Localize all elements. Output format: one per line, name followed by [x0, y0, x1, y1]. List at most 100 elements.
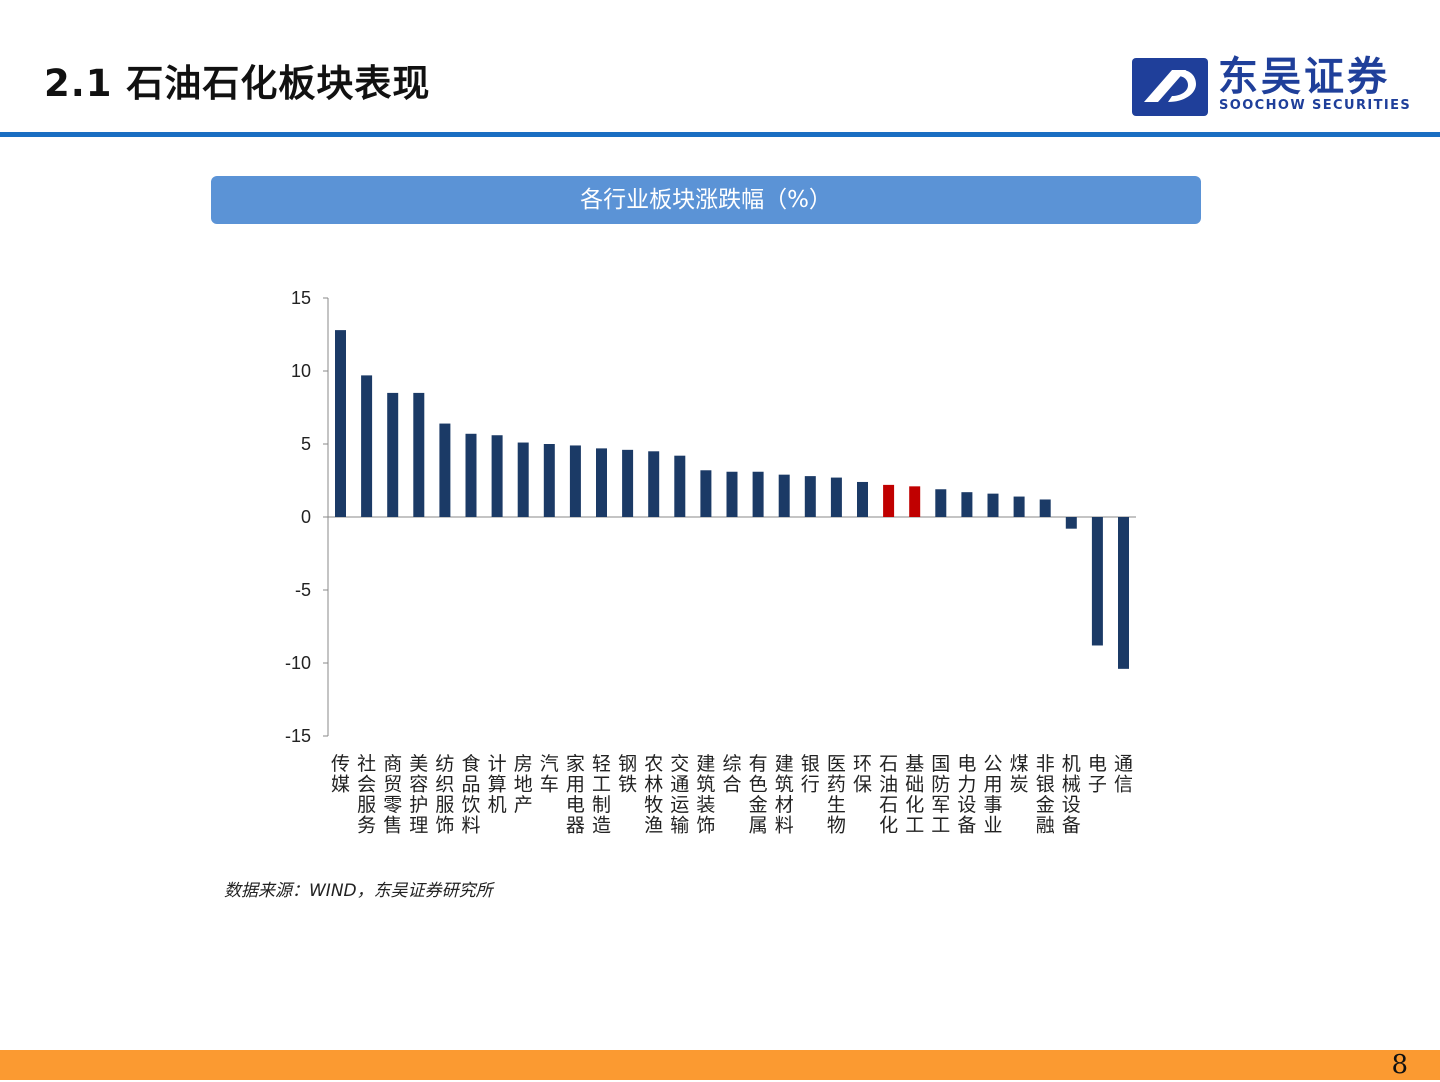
bar-非银金融	[1039, 499, 1051, 517]
x-category-label-char: 服	[357, 794, 376, 816]
x-category-label-char: 制	[592, 794, 611, 816]
bar-美容护理	[413, 392, 425, 517]
x-category-label-char: 零	[383, 794, 402, 816]
x-category-label-char: 产	[514, 794, 533, 816]
x-category-label-char: 有	[749, 753, 768, 775]
bar-农林牧渔	[648, 451, 660, 517]
x-category-label-char: 属	[749, 815, 768, 837]
x-category-label-char: 电	[1088, 753, 1107, 775]
x-category-label-char: 美	[409, 753, 428, 775]
bar-钢铁	[622, 449, 634, 517]
x-category-label-char: 渔	[644, 815, 663, 837]
x-category-label-char: 医	[827, 753, 846, 775]
x-category-label-char: 综	[722, 753, 741, 775]
bar-传媒	[335, 330, 346, 517]
x-category-label-char: 信	[1114, 774, 1133, 796]
bar-有色金属	[752, 471, 764, 517]
y-tick-label: -5	[295, 580, 311, 600]
x-category-label-char: 交	[670, 753, 689, 775]
bar-食品饮料	[465, 433, 477, 517]
x-category-label-char: 油	[879, 774, 898, 796]
x-category-label-char: 地	[514, 774, 533, 796]
soochow-logo-icon	[1132, 58, 1208, 116]
x-category-label-char: 设	[957, 794, 976, 816]
x-category-label-char: 牧	[644, 794, 663, 816]
x-category-label-char: 金	[1036, 794, 1055, 816]
x-category-label-char: 工	[592, 774, 611, 796]
header-divider	[0, 132, 1440, 137]
x-category-label-char: 物	[827, 815, 846, 837]
x-category-label-char: 备	[1062, 815, 1081, 837]
x-category-label-char: 色	[749, 774, 768, 796]
x-category-label-char: 料	[775, 815, 794, 837]
x-category-label-char: 化	[879, 815, 898, 837]
bar-汽车	[543, 444, 555, 517]
bar-轻工制造	[596, 448, 607, 517]
x-category-label-char: 生	[827, 794, 846, 816]
x-category-label-char: 备	[957, 815, 976, 837]
x-category-label-char: 药	[827, 774, 846, 796]
x-category-label-char: 家	[566, 753, 585, 775]
bar-基础化工	[909, 486, 921, 517]
x-category-label-char: 计	[488, 753, 507, 775]
x-category-label-char: 合	[722, 774, 741, 796]
bar-石油石化	[883, 484, 895, 517]
x-category-label-char: 服	[435, 794, 454, 816]
x-category-label-char: 商	[383, 753, 402, 775]
x-category-label-char: 业	[983, 815, 1002, 837]
bar-家用电器	[569, 445, 581, 517]
x-category-label-char: 轻	[592, 753, 611, 775]
x-category-label-char: 算	[488, 774, 507, 796]
x-category-label-char: 筑	[775, 774, 794, 796]
bar-机械设备	[1065, 517, 1077, 529]
x-category-label-char: 石	[879, 794, 898, 816]
x-category-label-char: 护	[409, 794, 428, 816]
bar-建筑装饰	[700, 470, 712, 517]
x-category-label-char: 输	[670, 815, 689, 837]
data-source-note: 数据来源：WIND，东吴证券研究所	[224, 881, 493, 901]
x-category-label-char: 饰	[435, 815, 454, 837]
bar-通信	[1118, 517, 1129, 669]
bar-计算机	[491, 435, 503, 517]
chart-title-banner: 各行业板块涨跌幅（%）	[211, 176, 1201, 224]
x-category-label-char: 银	[801, 753, 820, 775]
x-category-label-char: 贸	[383, 774, 402, 796]
x-category-label-char: 公	[983, 753, 1002, 775]
x-category-label-char: 理	[409, 815, 428, 837]
x-category-label-char: 社	[357, 753, 376, 775]
y-tick-label: -10	[285, 653, 311, 673]
x-category-label-char: 饰	[696, 815, 715, 837]
company-logo: 东吴证券 SOOCHOW SECURITIES	[1132, 54, 1412, 120]
x-category-label-char: 建	[696, 753, 715, 775]
x-category-label-char: 子	[1088, 774, 1107, 796]
footer-bar	[0, 1050, 1440, 1080]
x-category-label-char: 银	[1036, 774, 1055, 796]
bar-综合	[726, 471, 738, 517]
x-category-label-char: 品	[461, 774, 480, 796]
x-category-label-char: 房	[514, 753, 533, 775]
page-number: 8	[1391, 1050, 1408, 1080]
x-category-label-char: 造	[592, 815, 611, 837]
x-category-label-char: 铁	[618, 774, 637, 796]
x-category-label-char: 容	[409, 774, 428, 796]
x-category-label-char: 电	[566, 794, 585, 816]
x-category-label-char: 煤	[1010, 753, 1029, 775]
x-category-label-char: 机	[1062, 753, 1081, 775]
x-category-label-char: 工	[931, 815, 950, 837]
x-category-label-char: 防	[931, 774, 950, 796]
x-category-label-char: 设	[1062, 794, 1081, 816]
x-category-label-char: 环	[853, 753, 872, 775]
x-category-label-char: 用	[983, 774, 1002, 796]
x-category-label-char: 础	[905, 774, 924, 796]
x-category-label-char: 国	[931, 753, 950, 775]
y-tick-label: 0	[301, 507, 311, 527]
x-category-label-char: 石	[879, 753, 898, 775]
x-category-label-char: 钢	[618, 753, 637, 775]
bar-纺织服饰	[439, 423, 451, 517]
bar-房地产	[517, 442, 529, 517]
y-tick-label: 5	[301, 434, 311, 454]
x-category-label-char: 运	[670, 794, 689, 816]
x-category-label-char: 农	[644, 753, 663, 775]
x-category-label-char: 纺	[435, 753, 454, 775]
